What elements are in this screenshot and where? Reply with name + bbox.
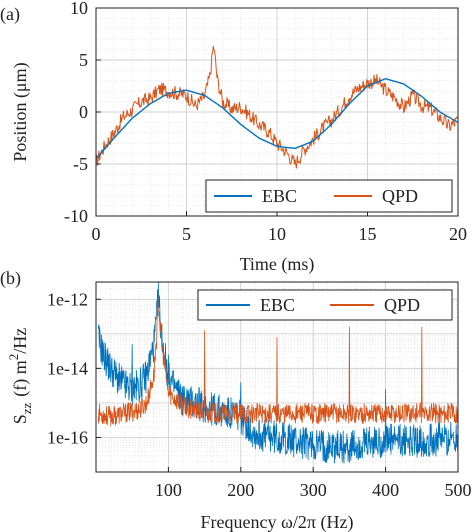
b-xtick-label: 200 [227,480,254,500]
b-xtick-label: 400 [372,480,399,500]
panel-b-plot-frame [95,281,459,473]
qpd-spectrum-b [97,298,459,427]
a-ytick-label: 0 [79,102,88,122]
panel-b-ylabel: Szz (f) m2/Hz [6,328,34,425]
b-ytick-label: 1e-14 [47,358,88,378]
b-ytick-label: 1e-12 [47,289,88,309]
panel-a-ylabel: Position (μm) [10,62,31,161]
legend-b-ebc-label: EBC [260,295,295,315]
panel-b: (b) 100 200 300 400 500 1e-16 1e-14 1e-12 Frequ… [0,268,472,532]
b-xtick-label: 500 [445,480,472,500]
ylabel-b-rest: (f) m [10,360,31,396]
b-xtick-label: 100 [155,480,182,500]
panel-a-legend: EBC QPD [205,179,453,213]
a-xtick-label: 5 [182,224,191,244]
a-ytick-label: 5 [79,50,88,70]
panel-a-label: (a) [0,4,20,25]
panel-b-xlabel: Frequency ω/2π (Hz) [201,512,354,532]
ebc-line-a [95,77,459,160]
panel-b-legend: EBC QPD [197,289,453,321]
panel-a-xlabel: Time (ms) [240,254,315,275]
a-xtick-label: 10 [268,224,286,244]
legend-b-qpd-label: QPD [384,295,420,315]
panel-a-ticks: 0 5 10 15 20 -10 -5 0 5 10 [64,0,467,244]
panel-a: (a) 0 5 10 15 20 -10 -5 0 5 10 Time (ms) Position… [0,0,467,275]
a-ytick-label: 10 [70,0,88,18]
a-xtick-label: 15 [359,224,377,244]
panel-a-series [95,45,459,169]
ebc-spectrum-b [97,282,459,464]
ylabel-b-sup: 2 [6,354,21,361]
ylabel-b-main: S [10,414,30,424]
ylabel-b-end: /Hz [10,328,30,354]
a-xtick-label: 20 [449,224,467,244]
legend-a-ebc-label: EBC [262,186,297,206]
panel-b-label: (b) [0,268,21,289]
b-xtick-label: 300 [300,480,327,500]
a-ytick-label: -10 [64,206,88,226]
a-xtick-label: 0 [92,224,101,244]
panel-b-ticks: 100 200 300 400 500 1e-16 1e-14 1e-12 [47,289,471,500]
legend-a-qpd-label: QPD [382,186,418,206]
ylabel-b-sub: zz [19,402,34,414]
panel-b-series [97,282,459,464]
qpd-line-a [95,45,459,169]
b-ytick-label: 1e-16 [47,427,88,447]
a-ytick-label: -5 [73,154,88,174]
